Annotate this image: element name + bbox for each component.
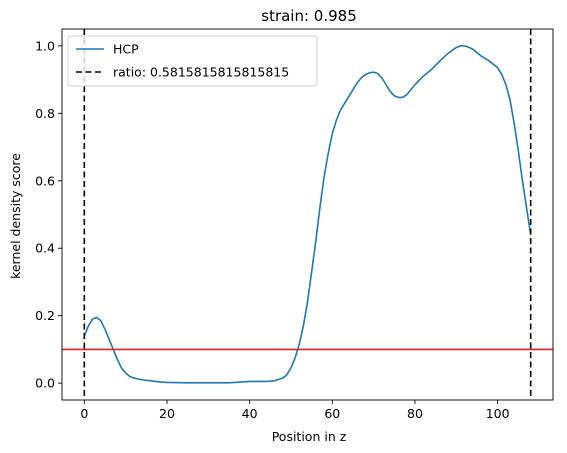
y-axis-label: kernel density score <box>8 153 23 279</box>
chart-title: strain: 0.985 <box>261 7 357 25</box>
y-tick-label: 1.0 <box>35 38 55 53</box>
x-tick-label: 60 <box>324 406 340 421</box>
y-tick-label: 0.4 <box>35 241 55 256</box>
plot-area <box>62 29 553 400</box>
legend-label: HCP <box>113 42 139 57</box>
axes: 0 20 40 60 80 100 0.0 0.2 0.4 0.6 0.8 1.0 <box>35 28 554 421</box>
x-axis-label: Position in z <box>272 429 347 444</box>
y-tick-label: 0.8 <box>35 106 55 121</box>
axes-frame <box>61 28 554 401</box>
y-tick-label: 0.0 <box>35 376 55 391</box>
x-tick-label: 80 <box>407 406 423 421</box>
x-tick-label: 20 <box>159 406 175 421</box>
x-tick-label: 40 <box>242 406 258 421</box>
x-tick-label: 0 <box>80 406 88 421</box>
y-tick-label: 0.2 <box>35 308 55 323</box>
x-tick-label: 100 <box>486 406 510 421</box>
legend-box <box>67 35 318 87</box>
legend: HCP ratio: 0.5815815815815815 <box>67 35 318 87</box>
legend-label: ratio: 0.5815815815815815 <box>113 65 289 80</box>
series-line-hcp <box>83 45 532 384</box>
y-tick-label: 0.6 <box>35 173 55 188</box>
